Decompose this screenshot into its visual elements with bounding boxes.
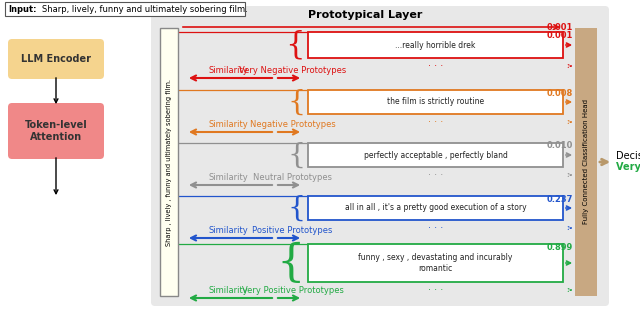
- Text: all in all , it's a pretty good execution of a story: all in all , it's a pretty good executio…: [345, 203, 526, 212]
- Text: {: {: [285, 29, 305, 60]
- Text: {: {: [287, 194, 305, 222]
- FancyBboxPatch shape: [8, 39, 104, 79]
- FancyBboxPatch shape: [8, 103, 104, 159]
- Text: ...really horrible drek: ...really horrible drek: [396, 41, 476, 50]
- Text: 0.010: 0.010: [547, 141, 573, 150]
- Text: 0.899: 0.899: [547, 242, 573, 251]
- Text: · · ·: · · ·: [428, 170, 443, 180]
- Text: Token-level
Attention: Token-level Attention: [24, 120, 88, 142]
- Text: Fully Connected Classification Head: Fully Connected Classification Head: [583, 100, 589, 224]
- Text: Similarity: Similarity: [208, 226, 248, 235]
- FancyBboxPatch shape: [575, 28, 597, 296]
- Text: Sharp, lively, funny and ultimately sobering film.: Sharp, lively, funny and ultimately sobe…: [42, 5, 248, 14]
- FancyBboxPatch shape: [5, 2, 245, 16]
- Text: Input:: Input:: [8, 5, 36, 14]
- Text: 0.001: 0.001: [547, 30, 573, 39]
- FancyBboxPatch shape: [160, 28, 178, 296]
- FancyBboxPatch shape: [308, 244, 563, 282]
- Text: Similarity: Similarity: [208, 173, 248, 182]
- Text: Similarity: Similarity: [208, 286, 248, 295]
- Text: Neutral Prototypes: Neutral Prototypes: [253, 173, 332, 182]
- Text: 0.001: 0.001: [547, 23, 573, 32]
- Text: · · ·: · · ·: [428, 61, 443, 71]
- Text: {: {: [276, 241, 305, 285]
- Text: funny , sexy , devastating and incurably
romantic: funny , sexy , devastating and incurably…: [358, 253, 513, 273]
- Text: perfectly acceptable , perfectly bland: perfectly acceptable , perfectly bland: [364, 150, 508, 160]
- FancyBboxPatch shape: [308, 143, 563, 167]
- Text: Sharp , lively , funny and ultimately sobering film.: Sharp , lively , funny and ultimately so…: [166, 78, 172, 246]
- FancyBboxPatch shape: [308, 32, 563, 58]
- FancyBboxPatch shape: [308, 90, 563, 114]
- Text: Very Positive Prototypes: Very Positive Prototypes: [241, 286, 344, 295]
- Text: Decision:: Decision:: [616, 151, 640, 161]
- Text: · · ·: · · ·: [428, 285, 443, 295]
- Text: 0.237: 0.237: [547, 194, 573, 203]
- Text: LLM Encoder: LLM Encoder: [21, 54, 91, 64]
- Text: Very Positive: Very Positive: [616, 162, 640, 172]
- Text: {: {: [287, 88, 305, 116]
- Text: the film is strictly routine: the film is strictly routine: [387, 98, 484, 107]
- Text: 0.008: 0.008: [547, 88, 573, 98]
- Text: Positive Prototypes: Positive Prototypes: [252, 226, 333, 235]
- Text: Similarity: Similarity: [208, 66, 248, 75]
- Text: Similarity: Similarity: [208, 120, 248, 129]
- Text: Negative Prototypes: Negative Prototypes: [250, 120, 335, 129]
- Text: Very Negative Prototypes: Very Negative Prototypes: [239, 66, 346, 75]
- Text: {: {: [287, 141, 305, 169]
- Text: Prototypical Layer: Prototypical Layer: [308, 10, 422, 20]
- Text: · · ·: · · ·: [428, 223, 443, 233]
- Text: · · ·: · · ·: [428, 117, 443, 127]
- FancyBboxPatch shape: [151, 6, 609, 306]
- FancyBboxPatch shape: [308, 196, 563, 220]
